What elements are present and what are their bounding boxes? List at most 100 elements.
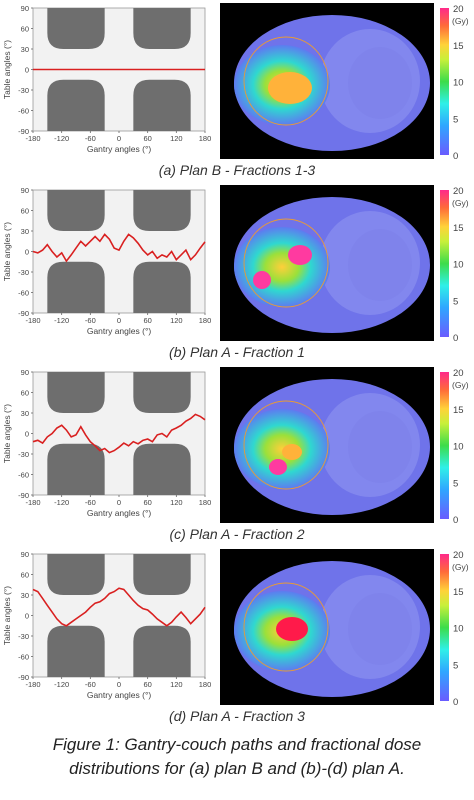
- collision-zone: [47, 554, 105, 595]
- y-tick-label: -90: [18, 127, 29, 136]
- colorbar-tick-label: 20: [453, 186, 464, 197]
- colorbar-tick-label: 10: [453, 442, 464, 453]
- dose-distribution: [234, 409, 330, 489]
- panel-figure: 90 60 30 0 -30 -60 -90-180 -120 -60 0 60 120 180 Gant…: [2, 3, 469, 162]
- panel-caption: (d) Plan A - Fraction 3: [169, 708, 305, 724]
- dose-hotspot: [268, 72, 312, 104]
- colorbar-tick-label: 0: [453, 333, 458, 342]
- x-axis-label: Gantry angles (°): [87, 690, 152, 700]
- dose-hotspot: [282, 444, 302, 460]
- collision-zone: [133, 443, 191, 495]
- y-axis-label: Table angles (°): [2, 586, 12, 645]
- x-tick-label: 120: [170, 316, 183, 325]
- x-tick-label: -60: [85, 134, 96, 143]
- collision-zone: [133, 554, 191, 595]
- y-tick-label: 0: [25, 612, 29, 621]
- colorbar: [440, 372, 449, 519]
- x-tick-label: 0: [117, 680, 121, 689]
- dose-hotspot: [253, 271, 271, 289]
- x-tick-label: -180: [25, 680, 40, 689]
- y-tick-label: -30: [18, 268, 29, 277]
- colorbar-tick-label: 10: [453, 260, 464, 271]
- y-tick-label: 30: [21, 227, 29, 236]
- x-tick-label: 120: [170, 498, 183, 507]
- colorbar-unit: (Gy): [452, 562, 469, 572]
- collision-zone: [133, 79, 191, 131]
- target-contour: [243, 582, 329, 672]
- colorbar-tick-label: 0: [453, 151, 458, 160]
- x-tick-label: 60: [143, 134, 151, 143]
- y-axis-label: Table angles (°): [2, 222, 12, 281]
- y-tick-label: 0: [25, 66, 29, 75]
- x-tick-label: 180: [199, 316, 212, 325]
- y-tick-label: -60: [18, 107, 29, 116]
- collision-zone: [133, 372, 191, 413]
- x-tick-label: 0: [117, 316, 121, 325]
- target-contour: [243, 218, 329, 308]
- dose-hotspot: [276, 617, 308, 641]
- collision-zone: [47, 625, 105, 677]
- x-tick-label: -180: [25, 134, 40, 143]
- target-contour: [243, 400, 329, 490]
- colorbar: [440, 8, 449, 155]
- collision-zone: [133, 8, 191, 49]
- colorbar-tick-label: 0: [453, 515, 458, 524]
- x-tick-label: -120: [54, 498, 69, 507]
- y-tick-label: -60: [18, 653, 29, 662]
- y-tick-label: -30: [18, 450, 29, 459]
- y-axis-label: Table angles (°): [2, 40, 12, 99]
- collision-zone: [133, 190, 191, 231]
- colorbar-tick-label: 5: [453, 660, 458, 671]
- y-tick-label: 90: [21, 186, 29, 195]
- colorbar-tick-label: 5: [453, 478, 458, 489]
- figure-panel: 90 60 30 0 -30 -60 -90 -180 -120 -60 0 60 120 180 Gant…: [0, 546, 474, 728]
- panel-caption: (c) Plan A - Fraction 2: [169, 526, 305, 542]
- x-tick-label: -60: [85, 498, 96, 507]
- x-tick-label: 0: [117, 134, 121, 143]
- gantry-couch-path: [32, 413, 206, 454]
- gantry-couch-path: [32, 587, 206, 627]
- y-tick-label: 30: [21, 45, 29, 54]
- colorbar-unit: (Gy): [452, 198, 469, 208]
- target-contour: [243, 36, 329, 126]
- collision-zone: [47, 190, 105, 231]
- figure-caption: Figure 1: Gantry-couch paths and fractio…: [52, 735, 422, 778]
- colorbar-tick-label: 5: [453, 296, 458, 307]
- x-tick-label: -60: [85, 316, 96, 325]
- collision-zone: [133, 261, 191, 313]
- collision-zone: [47, 372, 105, 413]
- x-tick-label: -60: [85, 680, 96, 689]
- colorbar-tick-label: 5: [453, 114, 458, 125]
- y-tick-label: -90: [18, 491, 29, 500]
- x-tick-label: 60: [143, 316, 151, 325]
- collision-zone: [133, 625, 191, 677]
- x-tick-label: 180: [199, 134, 212, 143]
- x-tick-label: 0: [117, 498, 121, 507]
- colorbar-unit: (Gy): [452, 16, 469, 26]
- x-tick-label: 60: [143, 498, 151, 507]
- x-tick-label: 120: [170, 134, 183, 143]
- dose-hotspot: [288, 245, 312, 265]
- y-tick-label: 90: [21, 368, 29, 377]
- y-tick-label: 30: [21, 409, 29, 418]
- figure-panel: 90 60 30 0 -30 -60 -90 -180 -120 -60 0 60 120 180 Gant…: [0, 182, 474, 364]
- x-axis-label: Gantry angles (°): [87, 326, 152, 336]
- y-tick-label: 60: [21, 207, 29, 216]
- collision-zone: [47, 8, 105, 49]
- x-tick-label: -120: [54, 134, 69, 143]
- panel-caption: (a) Plan B - Fractions 1-3: [158, 162, 316, 178]
- colorbar-tick-label: 15: [453, 587, 464, 598]
- y-tick-label: -60: [18, 289, 29, 298]
- y-tick-label: -30: [18, 86, 29, 95]
- gantry-couch-path: [32, 233, 206, 263]
- x-axis-label: Gantry angles (°): [87, 508, 152, 518]
- y-axis-label: Table angles (°): [2, 404, 12, 463]
- collision-zone: [47, 443, 105, 495]
- colorbar: [440, 190, 449, 337]
- x-tick-label: 120: [170, 680, 183, 689]
- y-tick-label: 0: [25, 430, 29, 439]
- y-tick-label: 0: [25, 248, 29, 257]
- colorbar-tick-label: 15: [453, 223, 464, 234]
- panel-figure: 90 60 30 0 -30 -60 -90-180 -120 -60 0 60 120 180 Gant…: [2, 367, 469, 526]
- colorbar-unit: (Gy): [452, 380, 469, 390]
